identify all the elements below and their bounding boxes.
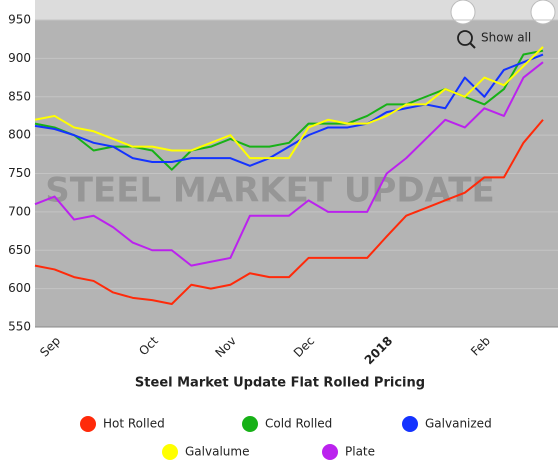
legend-label: Hot Rolled (103, 417, 165, 431)
legend-marker (80, 416, 96, 432)
series-line (34, 119, 544, 305)
legend-label: Cold Rolled (265, 417, 332, 431)
y-tick-label: 550 (8, 320, 31, 334)
x-tick-label: Feb (468, 334, 493, 359)
series-line (34, 53, 544, 167)
x-tick-label: Dec (291, 334, 317, 360)
chart-title: Steel Market Update Flat Rolled Pricing (135, 376, 425, 391)
zoom-icon-handle (469, 42, 476, 49)
x-tick-label: Sep (37, 334, 63, 360)
legend-marker (162, 444, 178, 460)
x-tick-label: Nov (213, 334, 239, 360)
y-tick-label: 950 (8, 13, 31, 27)
plot-background (35, 0, 558, 327)
y-tick-label: 900 (8, 51, 31, 65)
legend-marker (322, 444, 338, 460)
y-tick-label: 650 (8, 243, 31, 257)
watermark: STEEL MARKET UPDATE (45, 171, 494, 211)
x-tick-label: Oct (136, 333, 161, 358)
legend-label: Galvalume (185, 445, 249, 459)
series-line (34, 46, 544, 160)
y-tick-label: 850 (8, 89, 31, 103)
y-tick-label: 700 (8, 204, 31, 218)
zoom-icon (457, 30, 473, 46)
navigator-strip (35, 0, 558, 20)
legend-marker (242, 416, 258, 432)
range-handle[interactable] (450, 0, 476, 25)
legend-marker (402, 416, 418, 432)
range-handle[interactable] (530, 0, 556, 25)
legend-label: Galvanized (425, 417, 492, 431)
show-all-button[interactable]: Show all (481, 31, 531, 45)
y-tick-label: 600 (8, 281, 31, 295)
x-tick-label: 2018 (362, 334, 396, 368)
y-tick-label: 800 (8, 128, 31, 142)
y-tick-label: 750 (8, 166, 31, 180)
legend-label: Plate (345, 445, 375, 459)
series-line (34, 61, 544, 267)
